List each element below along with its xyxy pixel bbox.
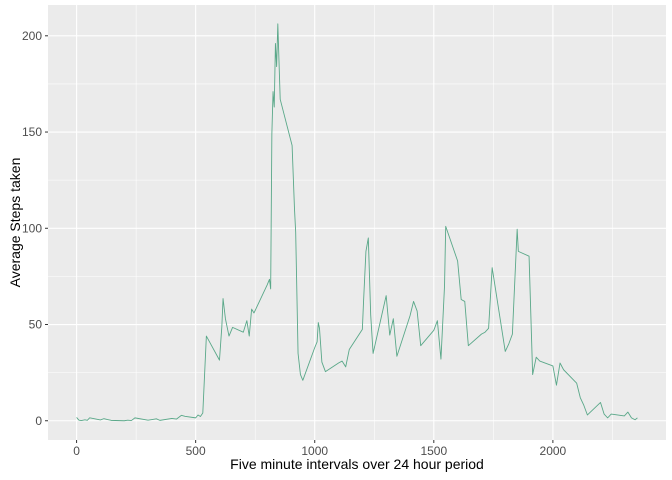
x-tick-label: 1000 [301,444,328,458]
x-tick-label: 0 [73,444,80,458]
x-axis: 0 500 1000 1500 2000 [73,440,567,458]
y-tick-label: 200 [22,29,42,43]
y-axis: 0 50 100 150 200 [22,29,48,428]
x-tick-label: 1500 [420,444,447,458]
x-tick-label: 2000 [540,444,567,458]
minor-gridlines [48,5,666,440]
y-axis-title: Average Steps taken [7,158,23,288]
x-axis-title: Five minute intervals over 24 hour perio… [230,456,484,472]
series-line [76,23,638,422]
y-tick-label: 50 [29,318,43,332]
y-tick-label: 150 [22,125,42,139]
series-layer [76,23,638,422]
x-tick-label: 500 [186,444,206,458]
y-tick-label: 100 [22,221,42,235]
y-tick-label: 0 [35,414,42,428]
panel-background [48,5,666,440]
